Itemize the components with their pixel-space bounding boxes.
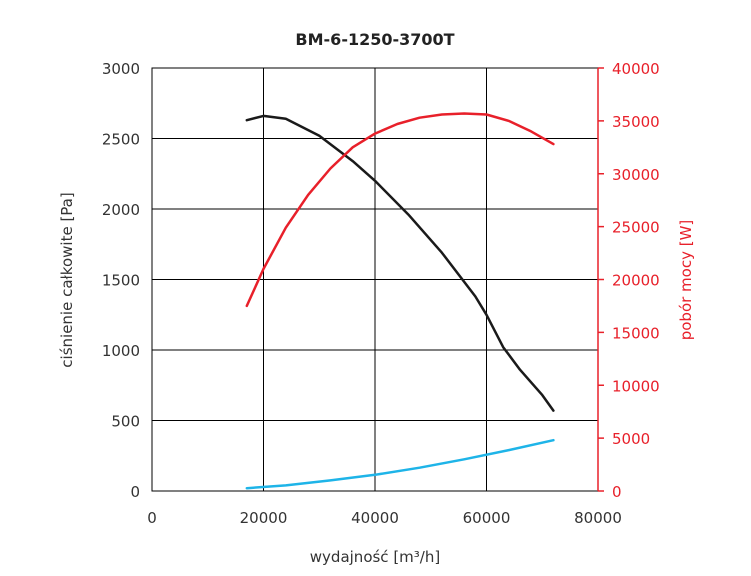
y-right-tick-label: 30000 (612, 166, 660, 184)
y-right-tick-label: 20000 (612, 272, 660, 290)
x-tick-label: 20000 (240, 509, 288, 527)
y-left-tick-label: 2500 (102, 131, 140, 149)
series-line-2 (245, 112, 555, 308)
y-right-tick-label: 0 (612, 483, 622, 501)
y-left-tick-label: 0 (130, 483, 140, 501)
y-right-tick-label: 5000 (612, 430, 650, 448)
y-left-tick-label: 3000 (102, 60, 140, 78)
y-left-tick-label: 2000 (102, 201, 140, 219)
x-tick-label: 80000 (574, 509, 622, 527)
y-left-tick-labels: 0 500 1000 1500 2000 2500 3000 (102, 60, 140, 501)
x-tick-label: 60000 (463, 509, 511, 527)
x-tick-label: 0 (147, 509, 157, 527)
y-left-tick-label: 1500 (102, 272, 140, 290)
y-left-axis-label: ciśnienie całkowite [Pa] (58, 192, 76, 367)
y-right-axis-label: pobór mocy [W] (677, 220, 695, 341)
y-right-tick-label: 15000 (612, 324, 660, 342)
series-layer (245, 112, 555, 490)
series-line-1 (245, 114, 555, 412)
y-left-tick-label: 1000 (102, 342, 140, 360)
y-left-tick-label: 500 (111, 413, 140, 431)
x-tick-labels: 0 20000 40000 60000 80000 (147, 509, 622, 527)
plot-frame (151, 67, 604, 492)
series-line-3 (245, 438, 555, 490)
x-tick-label: 40000 (351, 509, 399, 527)
x-axis-label: wydajność [m³/h] (310, 548, 440, 566)
y-right-tick-label: 40000 (612, 60, 660, 78)
y-right-tick-label: 25000 (612, 219, 660, 237)
y-right-tick-label: 35000 (612, 113, 660, 131)
y-right-tick-labels: 0 5000 10000 15000 20000 25000 30000 35000 40000 (612, 60, 660, 501)
chart-title: BM-6-1250-3700T (295, 30, 454, 49)
y-right-tick-label: 10000 (612, 377, 660, 395)
